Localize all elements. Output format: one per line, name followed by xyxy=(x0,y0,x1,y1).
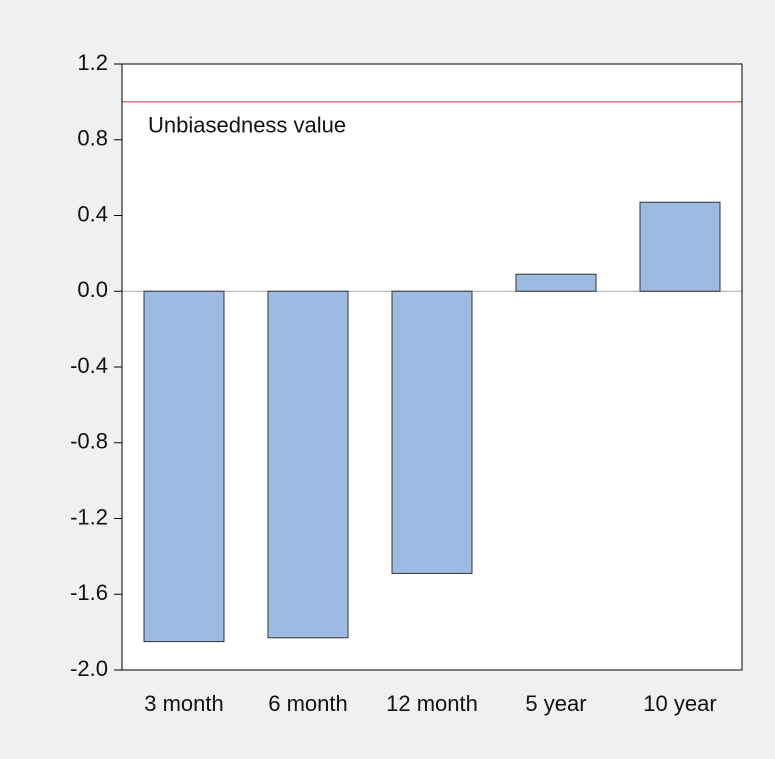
y-tick-label: 0.4 xyxy=(77,201,108,226)
y-tick-label: 1.2 xyxy=(77,50,108,75)
y-tick-label: -2.0 xyxy=(70,656,108,681)
plot-frame xyxy=(121,63,743,671)
bar xyxy=(143,290,225,643)
y-tick-label: -0.4 xyxy=(70,353,108,378)
y-tick-label: -0.8 xyxy=(70,429,108,454)
x-tick-label: 6 month xyxy=(268,691,348,716)
bar xyxy=(391,290,473,574)
x-tick-label: 10 year xyxy=(643,691,716,716)
bar xyxy=(515,273,597,292)
x-tick-label: 3 month xyxy=(144,691,224,716)
bar xyxy=(267,290,349,639)
x-tick-label: 5 year xyxy=(525,691,586,716)
y-tick-label: -1.2 xyxy=(70,504,108,529)
bar xyxy=(639,201,721,292)
reference-label: Unbiasedness value xyxy=(148,113,346,138)
y-tick-label: -1.6 xyxy=(70,580,108,605)
y-tick-label: 0.0 xyxy=(77,277,108,302)
y-tick-label: 0.8 xyxy=(77,126,108,151)
x-tick-label: 12 month xyxy=(386,691,478,716)
